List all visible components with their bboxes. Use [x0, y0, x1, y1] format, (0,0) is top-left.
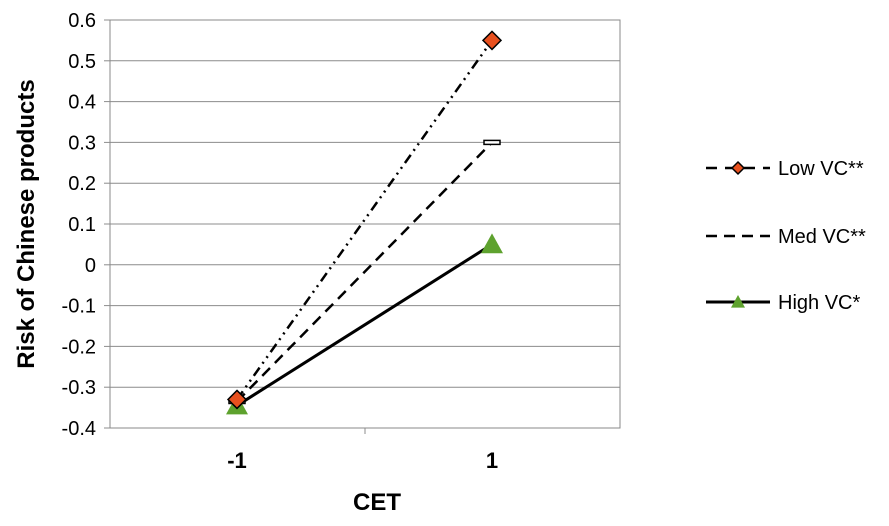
marker-diamond	[730, 160, 746, 176]
y-tick-label: -0.2	[62, 336, 96, 358]
legend-label: Med VC**	[778, 226, 866, 248]
y-tick-label: 0.4	[68, 92, 96, 114]
marker-dash	[483, 139, 501, 146]
gridlines	[110, 19, 620, 429]
series-line	[236, 141, 493, 403]
series-med-vc-	[228, 139, 501, 405]
legend: Low VC** Med VC** High VC*	[706, 158, 866, 314]
series-low-vc-	[226, 30, 503, 410]
marker-triangle	[731, 295, 745, 308]
x-tick-label: -1	[227, 448, 247, 473]
marker-diamond	[226, 389, 248, 410]
series-line	[235, 39, 494, 401]
y-tick-label: 0.2	[68, 173, 96, 195]
legend-item: Med VC**	[706, 226, 866, 248]
legend-item: Low VC**	[706, 158, 864, 180]
y-tick-label: -0.4	[62, 418, 96, 440]
series	[226, 30, 503, 415]
marker-triangle	[481, 233, 503, 254]
marker-diamond	[481, 30, 503, 51]
series-line	[236, 243, 493, 407]
x-tick-label: 1	[486, 448, 498, 473]
y-tick-label: -0.1	[62, 296, 96, 318]
y-tick-label: -0.3	[62, 377, 96, 399]
y-tick-label: 0	[85, 255, 96, 277]
x-axis-title: CET	[353, 489, 401, 516]
y-axis-title: Risk of Chinese products	[13, 79, 40, 368]
y-tick-label: 0.5	[68, 51, 96, 73]
legend-item: High VC*	[706, 292, 860, 314]
x-axis-ticks: -1 1	[227, 428, 498, 473]
y-tick-label: 0.6	[68, 10, 96, 32]
y-tick-label: 0.3	[68, 132, 96, 154]
y-axis-ticks: 0.6 0.5 0.4 0.3 0.2 0.1 0 -0.1 -0.2 -0.3 -0.4	[62, 10, 110, 440]
legend-label: High VC*	[778, 292, 860, 314]
legend-label: Low VC**	[778, 158, 864, 180]
y-tick-label: 0.1	[68, 214, 96, 236]
